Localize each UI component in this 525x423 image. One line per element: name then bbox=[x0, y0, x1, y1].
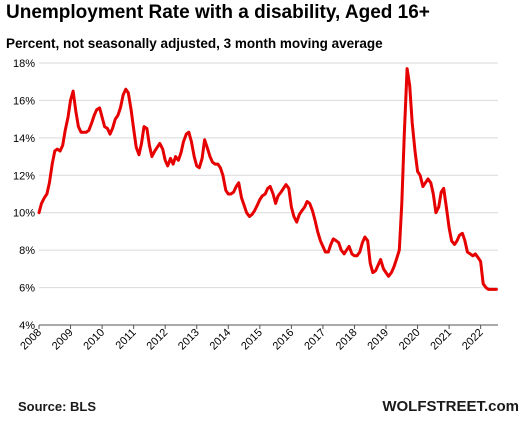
x-tick-label: 2014 bbox=[208, 327, 234, 353]
source-label: Source: BLS bbox=[18, 399, 97, 414]
x-tick-label: 2010 bbox=[81, 327, 107, 353]
x-tick-label: 2022 bbox=[460, 327, 486, 353]
x-tick-label: 2017 bbox=[302, 327, 328, 353]
y-tick-label: 4% bbox=[19, 320, 35, 332]
y-tick-label: 10% bbox=[13, 208, 35, 220]
series-line-unemployment-rate bbox=[37, 67, 498, 291]
x-tick-label: 2020 bbox=[397, 327, 423, 353]
y-tick-label: 12% bbox=[13, 170, 35, 182]
y-tick-label: 8% bbox=[19, 245, 35, 257]
y-axis-ticks: 4% 6% 8% 10% 12% 14% 16% 18% bbox=[13, 58, 35, 332]
x-tick-label: 2012 bbox=[145, 327, 171, 353]
x-tick-label: 2018 bbox=[334, 327, 360, 353]
y-tick-label: 16% bbox=[13, 95, 35, 107]
chart-subtitle: Percent, not seasonally adjusted, 3 mont… bbox=[6, 36, 383, 51]
x-tick-label: 2013 bbox=[176, 327, 202, 353]
y-tick-label: 18% bbox=[13, 58, 35, 70]
x-tick-label: 2019 bbox=[365, 327, 391, 353]
x-tick-label: 2021 bbox=[428, 327, 454, 353]
y-tick-label: 14% bbox=[13, 133, 35, 145]
x-axis-ticks: 2008 2009 2010 2011 2012 2013 2014 2015 2016 2017… bbox=[18, 325, 486, 353]
wolfstreet-watermark: WOLFSTREET.com bbox=[382, 398, 519, 415]
x-tick-label: 2016 bbox=[271, 327, 297, 353]
x-tick-label: 2011 bbox=[114, 327, 139, 352]
gridlines bbox=[39, 62, 498, 289]
x-tick-label: 2009 bbox=[50, 327, 76, 353]
x-tick-label: 2015 bbox=[239, 327, 265, 353]
chart-title: Unemployment Rate with a disability, Age… bbox=[6, 2, 430, 23]
y-tick-label: 6% bbox=[19, 283, 35, 295]
